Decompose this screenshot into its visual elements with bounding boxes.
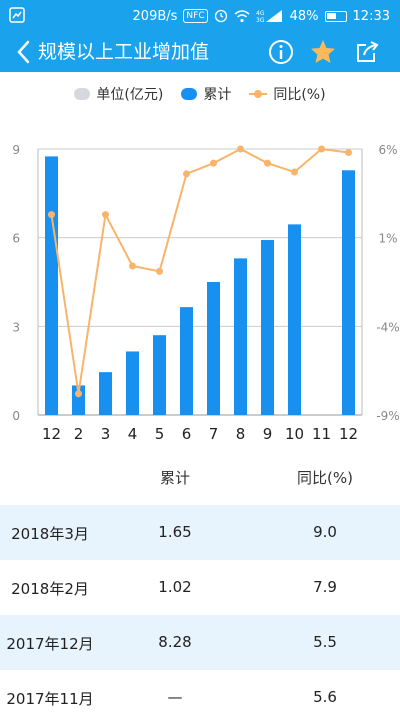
signal-icon: 4G 3G: [256, 10, 282, 23]
yoy-point: [291, 168, 298, 176]
yoy-point: [318, 145, 325, 153]
row-yoy: 9.0: [313, 523, 337, 541]
x-tick-label: 6: [182, 425, 192, 443]
battery-percent: 48%: [289, 8, 319, 24]
chart-legend: 单位(亿元) 累计 同比(%): [0, 80, 400, 108]
x-tick-label: 9: [263, 425, 273, 443]
table-header: 累计 同比(%): [0, 455, 400, 501]
yoy-point: [345, 149, 352, 157]
x-tick-label: 12: [42, 425, 61, 443]
table-row[interactable]: 2017年11月 — 5.6: [0, 670, 400, 725]
yoy-point: [75, 390, 82, 398]
yoy-point: [129, 262, 136, 270]
row-cumulative: 1.65: [158, 523, 192, 541]
y-right-tick-label: -4%: [376, 320, 399, 334]
bar: [234, 258, 247, 415]
table-row[interactable]: 2018年2月 1.02 7.9: [0, 560, 400, 615]
legend-unit[interactable]: 单位(亿元): [74, 84, 163, 104]
y-right-tick-label: -9%: [376, 409, 399, 423]
legend-yoy-swatch: [249, 88, 268, 100]
row-period: 2018年2月: [11, 580, 89, 598]
favorite-star-icon[interactable]: [308, 37, 338, 67]
yoy-point: [183, 170, 190, 178]
x-tick-label: 11: [312, 425, 331, 443]
bar: [126, 351, 139, 415]
yoy-point: [102, 211, 109, 219]
legend-unit-label: 单位(亿元): [96, 87, 164, 103]
title-bar: 规模以上工业增加值: [0, 32, 400, 72]
svg-text:4G: 4G: [256, 10, 265, 17]
x-tick-label: 5: [155, 425, 165, 443]
row-period: 2018年3月: [11, 525, 89, 543]
bar: [342, 170, 355, 415]
legend-cumulative[interactable]: 累计: [181, 84, 231, 104]
y-left-tick-label: 6: [12, 232, 20, 246]
clock: 12:33: [352, 8, 390, 24]
bar: [207, 282, 220, 415]
y-right-tick-label: 6%: [378, 143, 397, 157]
row-cumulative: 8.28: [158, 633, 192, 651]
y-left-tick-label: 0: [12, 409, 20, 423]
x-tick-label: 10: [285, 425, 304, 443]
x-tick-label: 2: [74, 425, 84, 443]
status-right: 209B/s NFC 4G 3G 48% 12:33: [133, 0, 390, 32]
status-bar: 209B/s NFC 4G 3G 48% 12:33: [0, 0, 400, 32]
y-left-tick-label: 3: [12, 320, 20, 334]
wifi-icon: [234, 9, 250, 22]
row-period: 2017年12月: [6, 635, 94, 653]
yoy-point: [210, 159, 217, 167]
network-speed: 209B/s: [132, 8, 178, 24]
yoy-point: [237, 145, 244, 153]
row-yoy: 7.9: [313, 578, 337, 596]
x-tick-label: 12: [339, 425, 358, 443]
legend-cumulative-label: 累计: [203, 87, 232, 103]
bar: [153, 335, 166, 415]
row-yoy: 5.6: [313, 688, 337, 706]
x-tick-label: 3: [101, 425, 111, 443]
yoy-point: [156, 267, 163, 275]
legend-yoy-label: 同比(%): [273, 87, 326, 103]
share-icon[interactable]: [352, 37, 382, 67]
legend-cumulative-swatch: [181, 88, 198, 100]
row-yoy: 5.5: [313, 633, 337, 651]
bar: [261, 240, 274, 415]
x-tick-label: 4: [128, 425, 138, 443]
bar: [99, 372, 112, 415]
header-yoy: 同比(%): [297, 469, 353, 487]
row-period: 2017年11月: [6, 690, 94, 708]
table-row[interactable]: 2018年3月 1.65 9.0: [0, 505, 400, 560]
bar: [288, 224, 301, 415]
bar: [45, 156, 58, 415]
battery-icon: [324, 10, 347, 22]
yoy-line: [50, 147, 349, 394]
legend-unit-swatch: [74, 88, 91, 100]
x-tick-label: 8: [236, 425, 246, 443]
svg-text:3G: 3G: [256, 17, 265, 23]
info-icon[interactable]: [266, 37, 296, 67]
y-left-tick-label: 9: [12, 143, 20, 157]
x-tick-label: 7: [209, 425, 219, 443]
nfc-icon: NFC: [183, 9, 208, 23]
yoy-point: [264, 159, 271, 167]
bar: [180, 307, 193, 415]
row-cumulative: —: [167, 688, 183, 706]
legend-yoy[interactable]: 同比(%): [249, 84, 326, 104]
header-cumulative: 累计: [159, 469, 190, 487]
back-arrow-icon[interactable]: [12, 36, 36, 68]
y-right-tick-label: 1%: [378, 232, 397, 246]
yoy-point: [48, 211, 55, 219]
notification-icon: [9, 7, 25, 23]
table-row[interactable]: 2017年12月 8.28 5.5: [0, 615, 400, 670]
page-title: 规模以上工业增加值: [38, 41, 210, 63]
row-cumulative: 1.02: [158, 578, 192, 596]
alarm-icon: [214, 9, 227, 23]
